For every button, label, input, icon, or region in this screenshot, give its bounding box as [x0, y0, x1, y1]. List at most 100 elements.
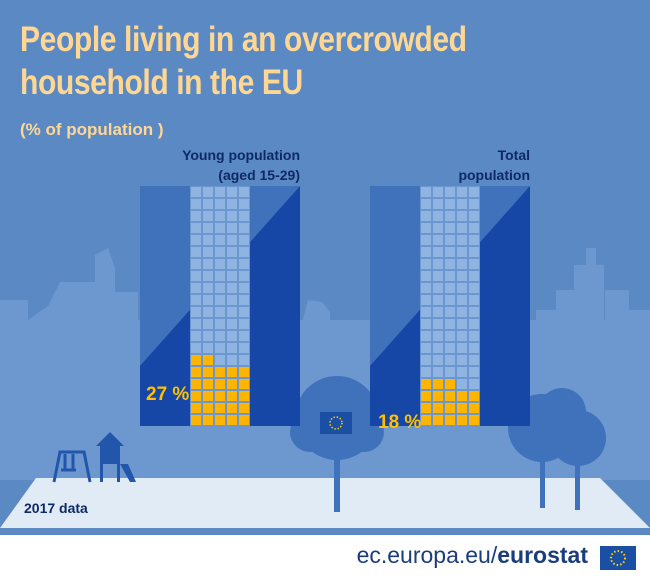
bar-0-empty-cell — [203, 331, 213, 341]
bar-1-empty-cell — [457, 355, 467, 365]
bar-1-empty-cell — [433, 211, 443, 221]
ground-plane — [0, 478, 650, 528]
bar-1-empty-cell — [469, 295, 479, 305]
bar-0-empty-cell — [239, 247, 249, 257]
bar-1-empty-cell — [445, 331, 455, 341]
source-brand: eurostat — [497, 542, 588, 568]
bar-0-empty-cell — [239, 223, 249, 233]
bar-0-empty-cell — [191, 199, 201, 209]
bar-0-empty-cell — [239, 283, 249, 293]
bar-0-filled-cell — [191, 391, 201, 401]
bar-0-empty-cell — [227, 295, 237, 305]
bar-1-empty-cell — [421, 295, 431, 305]
bar-0-empty-cell — [215, 319, 225, 329]
bar-1-empty-cell — [433, 295, 443, 305]
bar-0-filled-cell — [191, 367, 201, 377]
bar-0-empty-cell — [191, 259, 201, 269]
bar-0-empty-cell — [227, 307, 237, 317]
bar-0-empty-cell — [227, 247, 237, 257]
bar-0-empty-cell — [215, 259, 225, 269]
unit-subtitle: (% of population ) — [20, 120, 164, 139]
bar-1-empty-cell — [469, 187, 479, 197]
bar-1-filled-cell — [421, 403, 431, 413]
chart-svg — [0, 186, 650, 528]
bar-1-empty-cell — [445, 283, 455, 293]
source-domain: ec.europa.eu/ — [356, 542, 498, 568]
bar-0-empty-cell — [203, 235, 213, 245]
bar-0-filled-cell — [203, 391, 213, 401]
bar-0-filled-cell — [203, 355, 213, 365]
bar-1-filled-cell — [445, 391, 455, 401]
bar-1-empty-cell — [469, 319, 479, 329]
bar-0-empty-cell — [191, 271, 201, 281]
bar-1-empty-cell — [445, 223, 455, 233]
bar-0-empty-cell — [227, 199, 237, 209]
bar-1-empty-cell — [445, 307, 455, 317]
bar-1-empty-cell — [469, 343, 479, 353]
bar-1-empty-cell — [469, 379, 479, 389]
bar-1-empty-cell — [457, 247, 467, 257]
bar-1-empty-cell — [469, 211, 479, 221]
bar-1-filled-cell — [421, 391, 431, 401]
bar-1-empty-cell — [445, 271, 455, 281]
bar-1-empty-cell — [445, 199, 455, 209]
bar-0-filled-cell — [215, 403, 225, 413]
bar-0-empty-cell — [191, 187, 201, 197]
bar-0-empty-cell — [203, 319, 213, 329]
bar-0-empty-cell — [215, 211, 225, 221]
bar-1-empty-cell — [469, 331, 479, 341]
bar-0-empty-cell — [227, 319, 237, 329]
bar-1-empty-cell — [433, 259, 443, 269]
chart-title: People living in an overcrowded househol… — [20, 18, 502, 104]
bar-0-filled-cell — [191, 415, 201, 425]
bar-0-filled-cell — [239, 403, 249, 413]
bar-1-empty-cell — [433, 271, 443, 281]
bar-0-filled-cell — [215, 379, 225, 389]
bar-0-empty-cell — [191, 319, 201, 329]
bar-0-filled-cell — [215, 415, 225, 425]
bar-0-empty-cell — [191, 211, 201, 221]
bar-0-filled-cell — [239, 367, 249, 377]
bar-1-filled-cell — [421, 415, 431, 425]
bar-0-empty-cell — [239, 199, 249, 209]
bar-0-empty-cell — [191, 331, 201, 341]
bar-1-empty-cell — [445, 187, 455, 197]
bar-1-empty-cell — [469, 271, 479, 281]
bar-1-filled-cell — [457, 391, 467, 401]
bar-0-empty-cell — [227, 211, 237, 221]
bar-1-empty-cell — [433, 367, 443, 377]
bar-1-empty-cell — [457, 331, 467, 341]
bar-0-empty-cell — [239, 211, 249, 221]
bar-0-empty-cell — [191, 235, 201, 245]
bar-0-empty-cell — [203, 283, 213, 293]
bar-1-empty-cell — [421, 211, 431, 221]
bar-0-empty-cell — [239, 271, 249, 281]
bar-1-filled-cell — [433, 403, 443, 413]
bar-0-empty-cell — [239, 343, 249, 353]
bar-1-filled-cell — [469, 415, 479, 425]
bar-0-empty-cell — [239, 259, 249, 269]
bar-1-grid — [420, 186, 480, 426]
bar-1-empty-cell — [421, 343, 431, 353]
bar-1-empty-cell — [445, 247, 455, 257]
source-link[interactable]: ec.europa.eu/eurostat — [357, 542, 588, 569]
bar-1-empty-cell — [457, 211, 467, 221]
bar-1-empty-cell — [421, 271, 431, 281]
bar-1-empty-cell — [445, 367, 455, 377]
bar-0-empty-cell — [215, 331, 225, 341]
bar-0-filled-cell — [227, 379, 237, 389]
bar-1-empty-cell — [421, 319, 431, 329]
bar-0-empty-cell — [191, 223, 201, 233]
bar-1-empty-cell — [457, 307, 467, 317]
bar-0-empty-cell — [239, 355, 249, 365]
bar-0-filled-cell — [227, 403, 237, 413]
bar-0-empty-cell — [215, 187, 225, 197]
bar-0-filled-cell — [203, 415, 213, 425]
bar-1-empty-cell — [469, 283, 479, 293]
bar-0-filled-cell — [227, 415, 237, 425]
bar-0-grid — [190, 186, 250, 426]
bar-1-filled-cell — [433, 415, 443, 425]
bar-1-empty-cell — [445, 259, 455, 269]
bar-1-filled-cell — [445, 403, 455, 413]
